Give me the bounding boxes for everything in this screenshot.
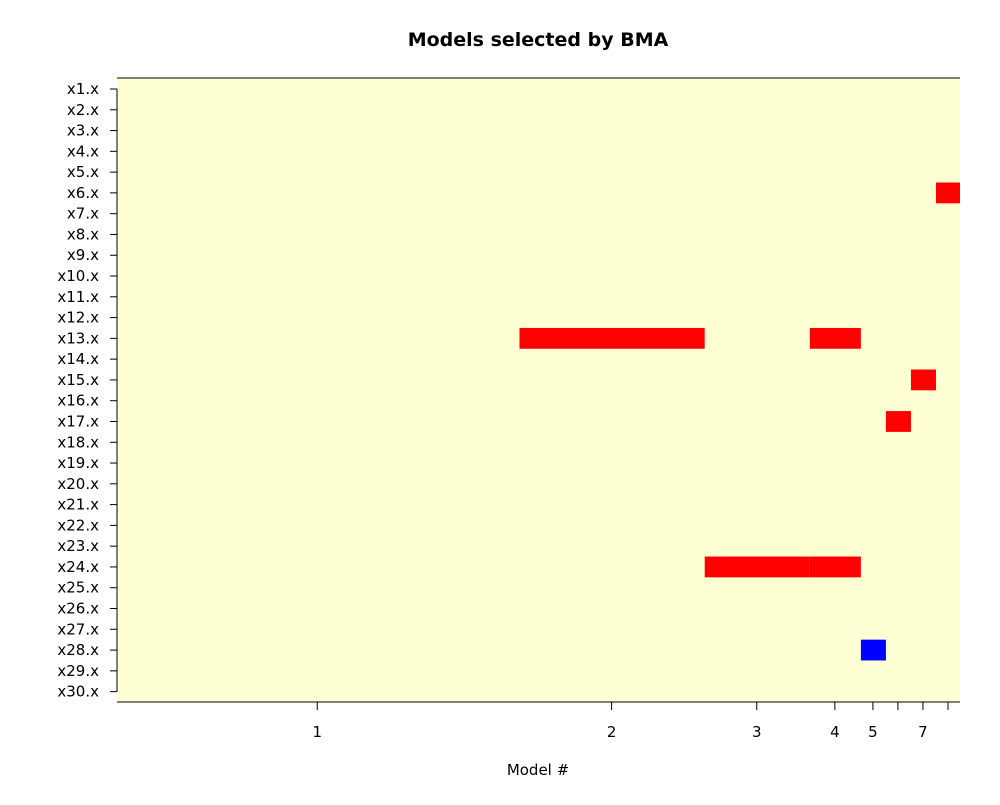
y-tick-label: x21.x [57, 496, 99, 514]
model-cell-6-x17-x [885, 411, 911, 432]
y-tick-label: x11.x [57, 288, 99, 306]
y-tick-label: x15.x [57, 371, 99, 389]
y-tick-label: x9.x [67, 246, 99, 264]
y-tick-label: x5.x [67, 163, 99, 181]
model-cell-4-x24-x [809, 556, 861, 578]
model-cell-2-x13-x [519, 327, 705, 349]
y-tick-label: x30.x [57, 683, 99, 701]
y-tick-label: x19.x [57, 454, 99, 472]
y-tick-label: x27.x [57, 620, 99, 638]
y-tick-label: x12.x [57, 309, 99, 327]
y-tick-label: x7.x [67, 205, 99, 223]
model-cell-8-x6-x [935, 182, 960, 204]
y-tick-label: x2.x [67, 101, 99, 119]
y-tick-label: x22.x [57, 516, 99, 534]
y-tick-label: x25.x [57, 579, 99, 597]
x-tick-label: 4 [830, 723, 840, 741]
y-axis: x1.x x2.x x3.x x4.x x5.x x6.x x7.x x8.x x9.x x10.… [57, 80, 118, 701]
x-tick-label: 1 [312, 723, 322, 741]
y-tick-label: x3.x [67, 122, 99, 140]
model-cells [117, 77, 960, 703]
model-cell-7-x15-x [910, 369, 936, 391]
model-cell-5-x28-x [860, 639, 886, 661]
x-tick-label: 5 [868, 723, 878, 741]
model-cell-4-x13-x [809, 327, 861, 349]
x-tick-label: 3 [752, 723, 762, 741]
x-tick-label: 2 [607, 723, 617, 741]
y-tick-label: x28.x [57, 641, 99, 659]
x-axis-label: Model # [507, 761, 569, 779]
y-tick-label: x13.x [57, 329, 99, 347]
y-tick-label: x4.x [67, 142, 99, 160]
y-tick-label: x26.x [57, 600, 99, 618]
y-tick-label: x29.x [57, 662, 99, 680]
y-tick-label: x14.x [57, 350, 99, 368]
y-tick-label: x16.x [57, 392, 99, 410]
y-tick-label: x8.x [67, 225, 99, 243]
y-tick-label: x17.x [57, 412, 99, 430]
y-tick-label: x20.x [57, 475, 99, 493]
x-axis: 1 2 3 4 5 7 [312, 701, 949, 741]
chart-title: Models selected by BMA [408, 29, 669, 51]
x-tick-label: 7 [918, 723, 928, 741]
y-tick-label: x18.x [57, 433, 99, 451]
y-tick-label: x23.x [57, 537, 99, 555]
y-tick-label: x10.x [57, 267, 99, 285]
model-cell-3-x24-x [704, 556, 810, 578]
y-tick-label: x24.x [57, 558, 99, 576]
plot-background [117, 78, 960, 702]
y-tick-label: x6.x [67, 184, 99, 202]
y-tick-label: x1.x [67, 80, 99, 98]
